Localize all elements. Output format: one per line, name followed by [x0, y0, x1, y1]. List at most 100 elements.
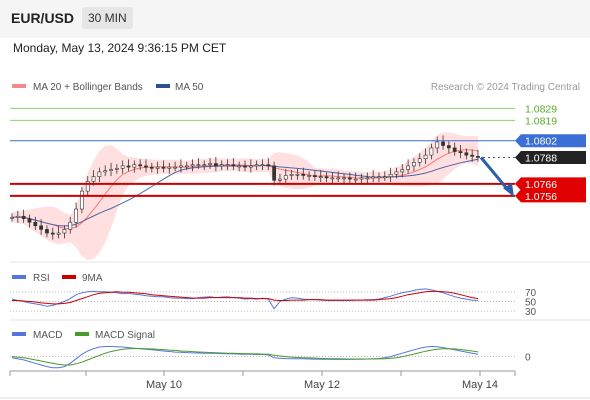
- candle-body: [347, 177, 352, 180]
- rsi-legend-label: RSI: [33, 273, 50, 284]
- macd-signal-legend-swatch: [75, 332, 89, 336]
- candle-body: [144, 165, 148, 168]
- macd-signal-line: [11, 348, 479, 366]
- candle-body: [441, 141, 445, 146]
- level-tag-support: [515, 177, 586, 191]
- macd-line: [11, 345, 479, 369]
- rsi-line: [11, 288, 479, 310]
- candle-body: [353, 178, 358, 181]
- candle-body: [190, 164, 195, 167]
- x-tick-label: May 12: [304, 379, 340, 391]
- candle-body: [371, 176, 376, 179]
- forecast-arrow-shaft: [479, 156, 511, 193]
- candle-body: [91, 176, 96, 182]
- candle-body: [243, 165, 247, 168]
- candle-body: [435, 141, 440, 149]
- symbol-title: EUR/USD: [11, 10, 75, 26]
- ma50-legend-swatch: [156, 84, 170, 88]
- candle-body: [155, 166, 160, 169]
- candle-body: [429, 147, 434, 156]
- candle-body: [196, 164, 201, 167]
- candle-body: [74, 208, 78, 223]
- candle-body: [272, 165, 277, 181]
- rsi-ma-legend-swatch: [62, 275, 76, 279]
- candle-body: [388, 173, 393, 177]
- candle-body: [412, 162, 416, 167]
- candle-body: [167, 166, 172, 169]
- chart-datetime: Monday, May 13, 2024 9:36:15 PM CET: [13, 41, 227, 55]
- candle-body: [231, 164, 236, 167]
- bollinger-legend-swatch: [12, 84, 26, 88]
- candle-body: [406, 165, 410, 170]
- x-tick-label: May 14: [462, 379, 498, 391]
- macd-signal-legend-label: MACD Signal: [95, 330, 155, 341]
- ma50-legend-label: MA 50: [175, 82, 204, 93]
- candle-body: [97, 171, 102, 177]
- candle-body: [377, 176, 381, 178]
- candle-body: [15, 215, 20, 218]
- candle-body: [359, 177, 364, 180]
- candle-body: [50, 232, 55, 235]
- macd-panel: 0: [10, 345, 531, 369]
- x-axis-ticks: May 10 May 12 May 14: [9, 371, 516, 391]
- candle-body: [295, 173, 300, 176]
- credit-text: Research © 2024 Trading Central: [431, 82, 580, 93]
- candle-body: [114, 168, 119, 170]
- candle-body: [80, 190, 84, 210]
- candle-body: [330, 177, 335, 180]
- candle-body: [126, 165, 131, 168]
- candle-body: [452, 147, 457, 152]
- level-tag-label: 1.0788: [525, 153, 557, 165]
- rsi-level-label: 50: [525, 298, 537, 309]
- candle-body: [225, 164, 230, 167]
- candle-body: [109, 169, 113, 172]
- candle-body: [423, 154, 428, 160]
- macd-zero-label: 0: [525, 353, 531, 364]
- candle-body: [120, 165, 125, 169]
- candle-body: [33, 221, 38, 227]
- level-tag-support: [515, 189, 586, 203]
- candle-body: [161, 166, 166, 169]
- candle-body: [313, 175, 317, 177]
- candle-body: [394, 171, 399, 175]
- candle-body: [45, 229, 49, 234]
- candle-body: [68, 221, 73, 230]
- candle-body: [446, 145, 451, 149]
- candle-body: [464, 152, 469, 156]
- candle-body: [318, 176, 323, 178]
- macd-legend-swatch: [12, 332, 26, 336]
- candle-body: [278, 178, 282, 181]
- candle-body: [138, 164, 143, 167]
- candle-body: [254, 164, 259, 167]
- candle-body: [283, 175, 288, 180]
- candle-body: [237, 165, 242, 168]
- candle-body: [132, 164, 137, 168]
- level-tag-last: [515, 151, 586, 165]
- candle-body: [39, 225, 44, 230]
- candle-body: [208, 163, 212, 166]
- candle-body: [289, 173, 294, 176]
- candle-body: [458, 151, 463, 154]
- candle-body: [27, 218, 32, 223]
- candle-body: [324, 176, 329, 179]
- macd-legend-label: MACD: [33, 330, 62, 341]
- candle-body: [219, 164, 224, 167]
- candle-body: [400, 169, 405, 173]
- rsi-ma-legend-label: 9MA: [82, 273, 103, 284]
- candle-body: [56, 232, 61, 235]
- level-tag-pivot: [515, 134, 586, 148]
- candle-body: [301, 173, 306, 176]
- candle-body: [365, 177, 370, 180]
- bollinger-legend-label: MA 20 + Bollinger Bands: [33, 82, 143, 93]
- candle-body: [173, 166, 177, 169]
- candle-body: [336, 177, 341, 180]
- forecast-arrow-head: [503, 183, 514, 198]
- timeframe-button[interactable]: 30 MIN: [82, 7, 133, 29]
- candle-body: [184, 165, 189, 168]
- candle-body: [260, 164, 265, 167]
- candle-body: [10, 217, 14, 219]
- candle-body: [417, 158, 422, 163]
